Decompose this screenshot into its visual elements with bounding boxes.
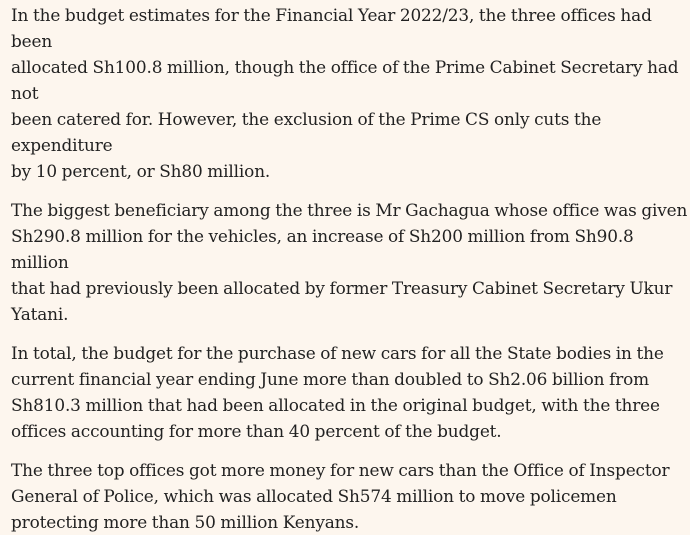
text-line: offices accounting for more than 40 perc… <box>11 421 502 441</box>
text-line: The biggest beneficiary among the three … <box>11 200 688 220</box>
paragraph-total-budget: In total, the budget for the purchase of… <box>11 340 690 444</box>
text-line: In the budget estimates for the Financia… <box>11 5 652 51</box>
text-line: The three top offices got more money for… <box>11 460 670 480</box>
text-line: allocated Sh100.8 million, though the of… <box>11 57 679 103</box>
text-line: by 10 percent, or Sh80 million. <box>11 161 271 181</box>
paragraph-biggest-beneficiary: The biggest beneficiary among the three … <box>11 197 690 327</box>
text-line: In total, the budget for the purchase of… <box>11 343 664 363</box>
text-line: General of Police, which was allocated S… <box>11 486 617 506</box>
article-body: In the budget estimates for the Financia… <box>11 2 690 532</box>
text-line: been catered for. However, the exclusion… <box>11 109 602 155</box>
text-line: that had previously been allocated by fo… <box>11 278 673 298</box>
paragraph-police-comparison: The three top offices got more money for… <box>11 457 690 535</box>
text-line: Sh290.8 million for the vehicles, an inc… <box>11 226 634 272</box>
paragraph-budget-estimates: In the budget estimates for the Financia… <box>11 2 690 184</box>
text-line: Sh810.3 million that had been allocated … <box>11 395 660 415</box>
text-line: Yatani. <box>11 304 69 324</box>
text-line: protecting more than 50 million Kenyans. <box>11 512 360 532</box>
text-line: current financial year ending June more … <box>11 369 650 389</box>
